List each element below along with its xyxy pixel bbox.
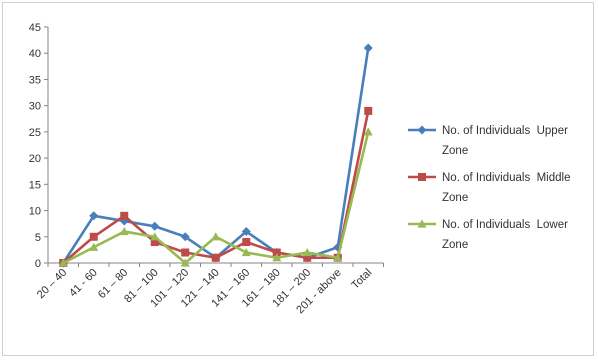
legend-label: Zone (442, 239, 468, 251)
legend-label: Zone (442, 192, 468, 204)
legend-marker-square (418, 173, 426, 181)
data-point-diamond (150, 221, 160, 231)
data-point-triangle (119, 227, 129, 236)
y-tick-label: 20 (29, 153, 41, 165)
legend-label: No. of Individuals Middle (442, 172, 570, 184)
x-tick-label: 41 - 60 (67, 267, 100, 300)
data-point-triangle (89, 242, 99, 251)
data-point-diamond (89, 211, 99, 221)
y-tick-label: 0 (35, 258, 41, 270)
data-point-diamond (241, 227, 251, 237)
legend-marker-triangle (417, 219, 427, 228)
series-line-triangle (62, 131, 370, 265)
series-line-diamond (62, 47, 370, 264)
data-point-square (242, 238, 251, 247)
x-tick-label: 20 – 40 (35, 267, 69, 301)
data-point-square (211, 253, 220, 262)
chart-frame (2, 2, 594, 356)
y-tick-label: 35 (29, 74, 41, 86)
data-point-square (89, 232, 98, 241)
data-point-triangle (241, 248, 251, 257)
legend-label: No. of Individuals Upper (442, 125, 568, 137)
data-point-triangle (211, 232, 221, 241)
x-tick-label: Total (349, 267, 374, 292)
data-point-square (303, 253, 312, 262)
legend-label: No. of Individuals Lower (442, 219, 568, 231)
y-tick-label: 10 (29, 206, 41, 218)
data-point-square (150, 238, 159, 247)
data-point-square (181, 248, 190, 257)
legend-label: Zone (442, 145, 468, 157)
data-point-square (120, 211, 129, 220)
y-tick-label: 25 (29, 127, 41, 139)
data-point-diamond (180, 232, 190, 242)
y-tick-label: 5 (35, 232, 41, 244)
data-point-triangle (272, 253, 282, 262)
y-tick-label: 30 (29, 101, 41, 113)
data-point-triangle (150, 232, 160, 241)
data-point-square (272, 248, 281, 257)
data-point-triangle (180, 258, 190, 267)
legend-marker-diamond (417, 125, 427, 135)
y-tick-label: 45 (29, 22, 41, 34)
data-point-triangle (333, 253, 343, 262)
data-point-diamond (363, 43, 373, 53)
data-point-triangle (363, 127, 373, 136)
data-point-square (364, 106, 373, 115)
y-tick-label: 15 (29, 179, 41, 191)
data-point-triangle (302, 248, 312, 257)
y-tick-label: 40 (29, 48, 41, 60)
data-point-triangle (58, 258, 68, 267)
